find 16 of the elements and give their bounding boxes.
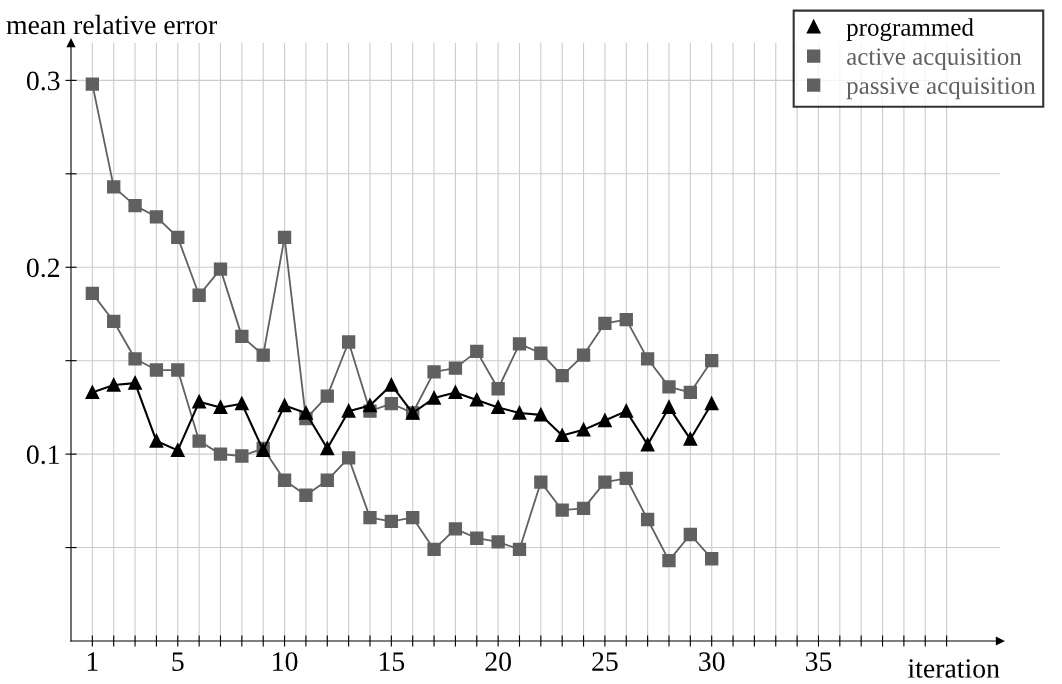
x-tick-label: 20	[485, 652, 511, 671]
y-tick-label: 0.1	[26, 445, 59, 465]
legend-label: active acquisition	[847, 48, 1022, 71]
x-tick-label: 35	[805, 652, 832, 671]
legend-label: passive acquisition	[846, 77, 1036, 100]
x-tick-label: 10	[273, 652, 298, 671]
x-tick-label: 1	[87, 652, 98, 671]
y-tick-label: 0.2	[26, 258, 60, 278]
x-tick-label: 5	[172, 652, 184, 671]
y-tick-label: 0.3	[26, 71, 60, 91]
y-axis-title: mean relative error	[6, 14, 218, 35]
x-axis-title: iteration	[908, 659, 1000, 678]
x-tick-label: 15	[379, 652, 405, 671]
x-tick-label: 30	[699, 652, 725, 671]
legend-label: programmed	[846, 18, 974, 42]
x-tick-label: 25	[592, 652, 618, 671]
